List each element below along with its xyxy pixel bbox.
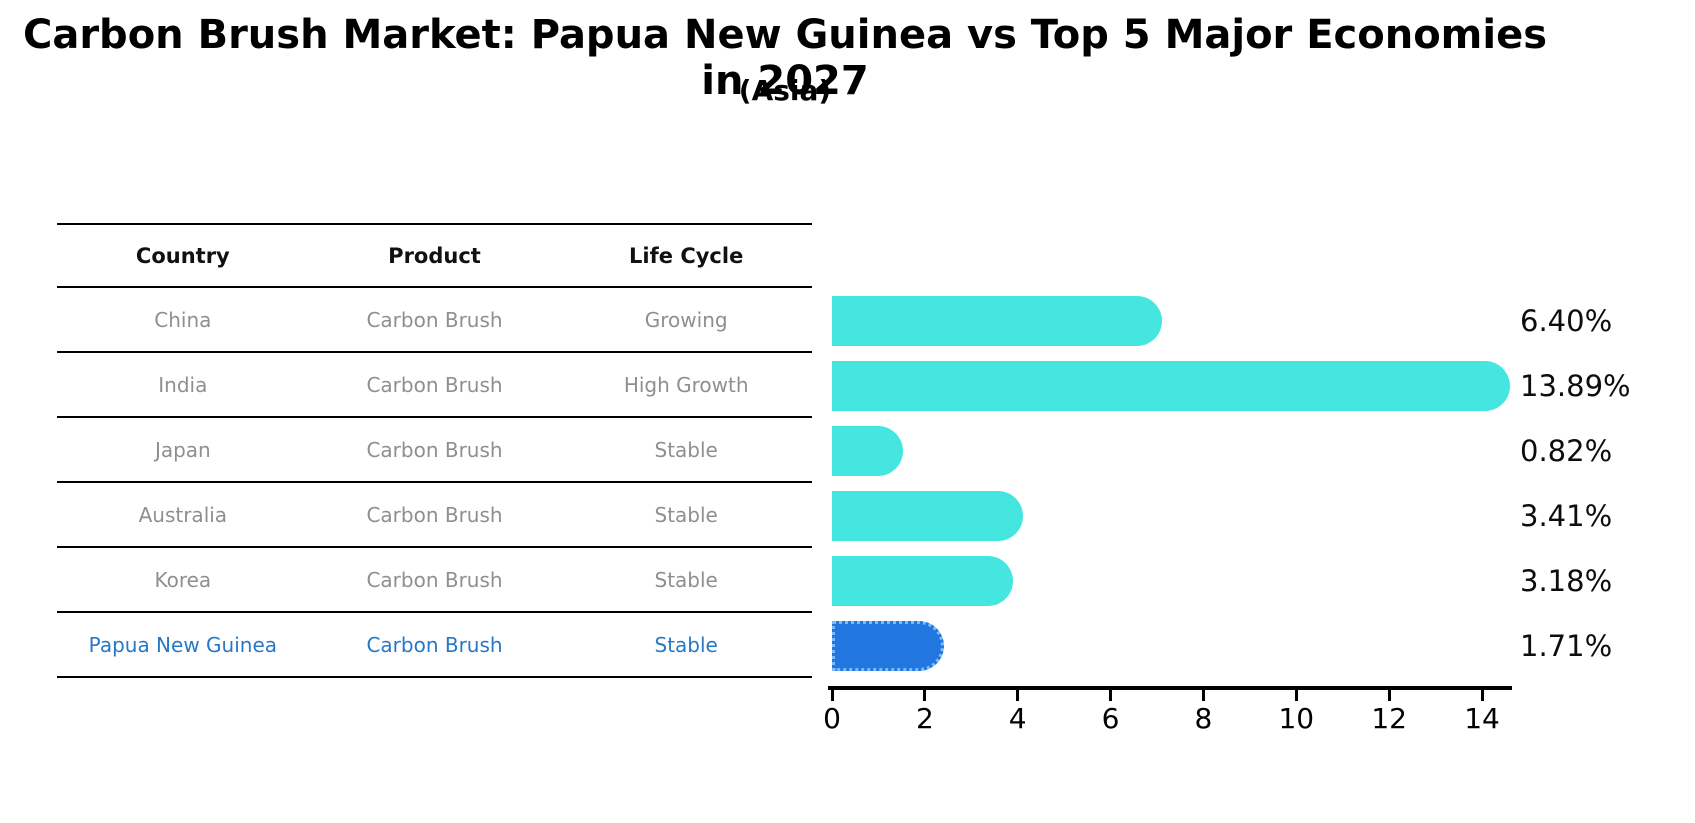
country-table: Country Product Life Cycle China Carbon B…	[57, 223, 812, 678]
table-cell-product: Carbon Brush	[366, 502, 503, 527]
table-row: Australia Carbon Brush Stable	[57, 483, 812, 548]
value-label-india: 13.89%	[1520, 368, 1631, 403]
table-cell-product: Carbon Brush	[366, 437, 503, 462]
table-row: China Carbon Brush Growing	[57, 288, 812, 353]
table-cell-country: China	[154, 307, 212, 332]
table-cell-life-cycle: Growing	[644, 307, 728, 332]
table-cell-life-cycle: Stable	[654, 632, 718, 657]
table-row: Papua New Guinea Carbon Brush Stable	[57, 613, 812, 678]
table-cell-product: Carbon Brush	[366, 307, 503, 332]
table-cell-country: Korea	[154, 567, 212, 592]
table-cell-product: Carbon Brush	[366, 372, 503, 397]
bar-china	[832, 295, 1163, 346]
table-header-country: Country	[135, 243, 230, 268]
table-row: Japan Carbon Brush Stable	[57, 418, 812, 483]
table-cell-product: Carbon Brush	[366, 567, 503, 592]
value-label-china: 6.40%	[1520, 303, 1613, 338]
table-row: India Carbon Brush High Growth	[57, 353, 812, 418]
value-label-korea: 3.18%	[1520, 563, 1613, 598]
table-cell-country: Australia	[138, 502, 228, 527]
table-header-life-cycle: Life Cycle	[629, 243, 744, 268]
x-tick-label-8: 8	[1194, 702, 1213, 735]
value-label-japan: 0.82%	[1520, 433, 1613, 468]
x-tick-label-10: 10	[1278, 702, 1315, 735]
x-tick-label-14: 14	[1464, 702, 1500, 735]
bar-korea	[832, 555, 1013, 606]
bar-papua-new-guinea	[832, 620, 945, 671]
x-axis-line	[828, 686, 1512, 690]
table-cell-life-cycle: Stable	[654, 567, 718, 592]
value-label-papua-new-guinea: 1.71%	[1520, 628, 1613, 663]
x-tick-mark-2	[923, 690, 927, 701]
x-tick-mark-0	[830, 690, 834, 701]
chart-title: Carbon Brush Market: Papua New Guinea vs…	[22, 12, 1548, 104]
bar-japan	[832, 425, 904, 476]
x-tick-label-6: 6	[1101, 702, 1120, 735]
table-cell-product: Carbon Brush	[366, 632, 503, 657]
x-tick-mark-10	[1294, 690, 1298, 701]
table-row: Korea Carbon Brush Stable	[57, 548, 812, 613]
table-cell-country: Japan	[154, 437, 211, 462]
table-cell-country: India	[158, 372, 208, 397]
x-tick-label-12: 12	[1371, 702, 1407, 735]
value-label-australia: 3.41%	[1520, 498, 1613, 533]
x-tick-mark-12	[1387, 690, 1391, 701]
x-tick-mark-4	[1016, 690, 1020, 701]
table-cell-life-cycle: High Growth	[623, 372, 749, 397]
bar-india	[832, 360, 1510, 411]
bar-australia	[832, 490, 1024, 541]
chart-subtitle: (Asia)	[738, 74, 832, 107]
x-tick-label-2: 2	[915, 702, 934, 735]
table-header-row: Country Product Life Cycle	[57, 223, 812, 288]
x-tick-label-4: 4	[1008, 702, 1027, 735]
table-cell-life-cycle: Stable	[654, 437, 718, 462]
x-tick-label-0: 0	[823, 702, 841, 735]
table-cell-country: Papua New Guinea	[88, 632, 278, 657]
table-body: China Carbon Brush Growing India Carbon Brus…	[57, 288, 812, 678]
table-header-product: Product	[388, 243, 481, 268]
x-tick-mark-8	[1201, 690, 1205, 701]
x-tick-mark-6	[1109, 690, 1113, 701]
table-cell-life-cycle: Stable	[654, 502, 718, 527]
x-tick-mark-14	[1480, 690, 1484, 701]
